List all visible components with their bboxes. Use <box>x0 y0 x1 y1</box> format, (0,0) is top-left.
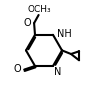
Text: OCH₃: OCH₃ <box>28 5 51 14</box>
Text: O: O <box>24 18 31 28</box>
Text: O: O <box>14 64 22 74</box>
Text: N: N <box>54 67 61 77</box>
Text: NH: NH <box>57 29 71 39</box>
